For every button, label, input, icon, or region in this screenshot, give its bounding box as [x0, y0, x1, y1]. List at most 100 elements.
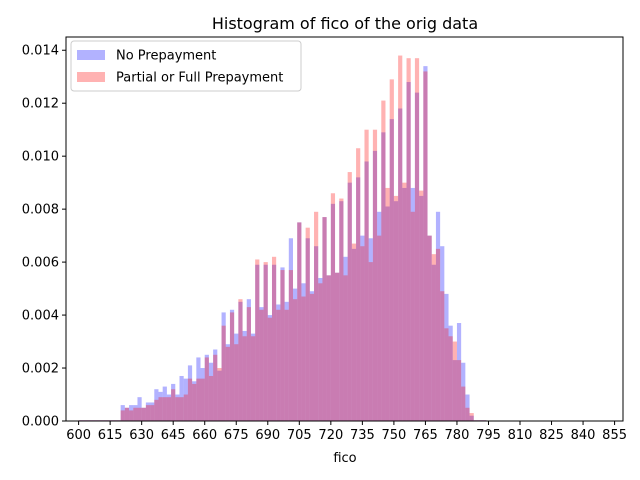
- bar: [452, 341, 457, 421]
- bar: [263, 262, 268, 421]
- y-tick-label: 0.008: [22, 203, 59, 218]
- bar: [192, 383, 197, 421]
- bar: [129, 410, 134, 421]
- bar: [364, 161, 369, 421]
- bar: [183, 378, 188, 421]
- bar: [322, 217, 327, 421]
- bar: [461, 386, 466, 421]
- bar: [444, 328, 449, 421]
- x-tick-label: 705: [287, 428, 312, 443]
- bar: [377, 235, 382, 421]
- bar: [301, 283, 306, 421]
- bar: [402, 187, 407, 421]
- bar: [242, 336, 247, 421]
- bar: [234, 333, 239, 421]
- bar: [234, 344, 239, 421]
- y-tick-label: 0.006: [22, 256, 59, 271]
- bar: [141, 407, 146, 421]
- bar: [461, 362, 466, 421]
- bar: [326, 275, 331, 421]
- x-tick-label: 750: [381, 428, 406, 443]
- bar: [293, 288, 298, 421]
- bar: [465, 407, 470, 421]
- bar: [288, 270, 293, 421]
- bar: [381, 100, 386, 421]
- legend-label-prepayment: Partial or Full Prepayment: [116, 71, 283, 86]
- y-axis-ticks: 0.000 0.002 0.004 0.006 0.008 0.010 0.012 0.014: [22, 44, 66, 430]
- bar: [448, 336, 453, 421]
- bar: [225, 344, 230, 421]
- bar: [423, 71, 428, 422]
- bar: [229, 312, 235, 421]
- bar: [141, 407, 146, 421]
- bar: [154, 399, 159, 421]
- bar: [377, 211, 382, 421]
- bar: [133, 407, 138, 421]
- bar: [217, 368, 222, 421]
- legend-label-no-prepayment: No Prepayment: [116, 49, 216, 64]
- bar: [423, 66, 428, 421]
- bar: [393, 201, 399, 421]
- bar: [343, 275, 348, 421]
- bar: [221, 312, 226, 421]
- bar: [339, 201, 344, 421]
- bar: [389, 119, 394, 421]
- bar: [288, 238, 293, 421]
- bar: [145, 402, 151, 421]
- bar: [398, 55, 403, 421]
- bar: [448, 325, 453, 421]
- bar: [368, 238, 373, 421]
- y-tick-label: 0.000: [22, 415, 59, 430]
- bar: [301, 296, 306, 421]
- bar: [414, 92, 420, 422]
- bar: [414, 58, 420, 421]
- bar: [427, 235, 432, 421]
- bar: [255, 259, 260, 421]
- bar: [259, 307, 264, 421]
- bar: [326, 275, 331, 421]
- bar: [305, 238, 310, 421]
- plot-frame: [65, 36, 624, 422]
- bar: [318, 283, 323, 421]
- bar: [309, 291, 315, 421]
- bar: [372, 150, 378, 421]
- bar: [360, 235, 365, 421]
- bar: [154, 389, 159, 421]
- series-prepayment-bars: [78, 55, 487, 422]
- bar: [381, 132, 386, 421]
- bar: [431, 254, 436, 421]
- bar: [200, 368, 205, 421]
- bar: [150, 405, 155, 421]
- bar: [213, 354, 218, 421]
- plot-area: [65, 36, 624, 422]
- bar: [339, 198, 344, 421]
- bar: [250, 333, 256, 421]
- bar: [166, 394, 172, 421]
- bar: [440, 291, 445, 421]
- bar: [137, 397, 142, 421]
- bar: [435, 248, 441, 421]
- bar: [427, 235, 432, 421]
- x-tick-label: 645: [161, 428, 186, 443]
- bar: [192, 381, 197, 421]
- bar: [183, 394, 188, 421]
- bar: [250, 336, 256, 421]
- bar: [280, 270, 285, 421]
- bar: [335, 272, 340, 421]
- bar: [431, 264, 436, 421]
- bar: [314, 211, 319, 421]
- bar: [435, 211, 441, 421]
- bar: [246, 307, 251, 421]
- bar: [242, 330, 247, 421]
- y-tick-label: 0.012: [22, 97, 59, 112]
- bar: [208, 362, 214, 421]
- bar: [456, 360, 462, 421]
- bar: [124, 407, 130, 421]
- y-tick-label: 0.004: [22, 309, 59, 324]
- legend-box: [70, 40, 302, 92]
- bar: [410, 211, 415, 421]
- bar: [196, 378, 201, 421]
- bar: [343, 256, 348, 421]
- bar: [406, 82, 411, 422]
- bar: [175, 397, 180, 421]
